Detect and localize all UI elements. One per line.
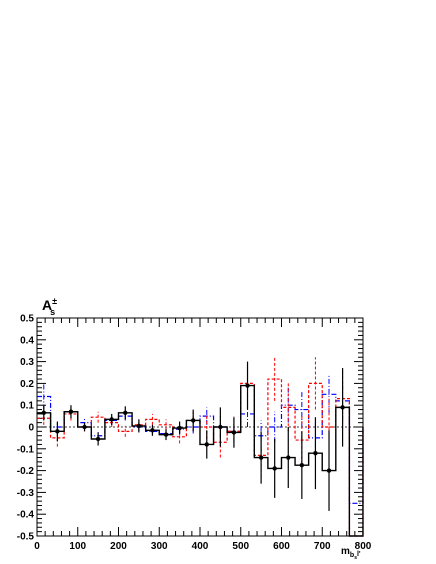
data-point (136, 423, 142, 429)
data-point (245, 383, 250, 388)
series-step-line (37, 393, 364, 504)
data-point (286, 455, 291, 460)
y-tick-label: 0.5 (20, 314, 34, 325)
data-point (163, 432, 169, 437)
data-point (95, 436, 101, 442)
data-point (177, 425, 182, 431)
data-point (150, 428, 155, 433)
data-point (258, 455, 264, 460)
y-tick-label: -0.1 (17, 444, 35, 455)
series-solid-black-with-errors (37, 361, 364, 537)
data-point (190, 418, 196, 423)
x-tick-label: 800 (355, 541, 372, 552)
series-step-line (37, 378, 364, 537)
y-tick-label: -0.3 (17, 488, 35, 499)
series-step-line (37, 384, 364, 537)
axis-ticks: 0 100 200 300 400 500 600 700 800 -0.5 -0.4 -0.3 -0.… (17, 314, 372, 553)
y-tick-label: 0.2 (20, 379, 34, 390)
x-tick-label: 600 (273, 541, 290, 552)
x-tick-label: 500 (232, 541, 249, 552)
y-tick-label: 0 (28, 423, 34, 434)
data-point (326, 468, 332, 473)
data-point (313, 450, 318, 456)
data-point (231, 430, 237, 435)
x-tick-label: 300 (151, 541, 168, 552)
data-point (299, 462, 305, 468)
y-tick-label: 0.4 (20, 335, 34, 346)
series-layer (37, 357, 364, 537)
data-point (109, 417, 114, 422)
y-tick-label: -0.4 (17, 510, 35, 521)
x-tick-label: 200 (110, 541, 127, 552)
data-point (123, 410, 128, 416)
y-tick-label: 0.3 (20, 357, 34, 368)
data-point (55, 429, 60, 434)
data-point (218, 424, 223, 430)
x-tick-label: 0 (34, 541, 40, 552)
data-point (41, 410, 46, 416)
x-tick-label: 100 (69, 541, 86, 552)
x-tick-label: 400 (192, 541, 209, 552)
y-tick-label: -0.5 (17, 532, 35, 543)
y-axis-title: A± s (42, 296, 57, 317)
data-point (272, 466, 277, 471)
data-point (82, 424, 87, 430)
series-dashed-red (37, 357, 364, 537)
data-point (204, 442, 209, 447)
data-point (68, 409, 74, 414)
y-tick-label: 0.1 (20, 401, 34, 412)
data-point (340, 405, 345, 410)
x-tick-label: 700 (314, 541, 331, 552)
x-axis-title: mbsl' (341, 546, 361, 561)
y-tick-label: -0.2 (17, 466, 35, 477)
